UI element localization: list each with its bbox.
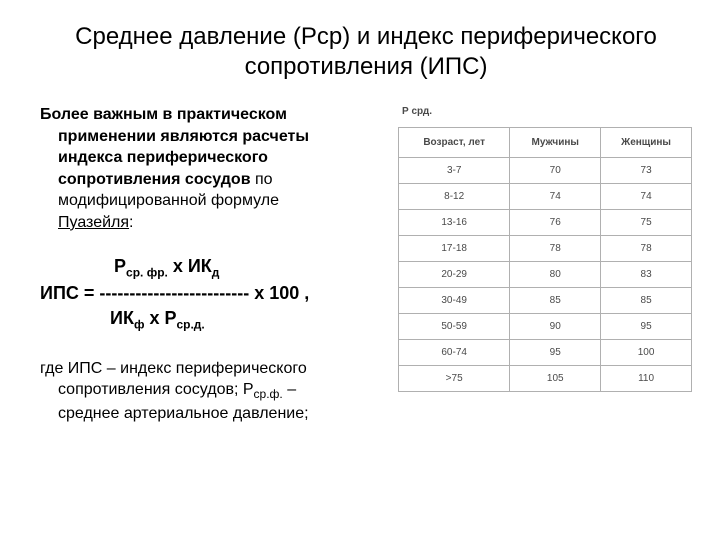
p1-l4: сопротивления сосудов — [58, 171, 251, 188]
table-body: 3-77073 8-127474 13-167675 17-187878 20-… — [399, 158, 692, 392]
p1-l2: применении являются расчеты — [58, 128, 309, 145]
table-row: 13-167675 — [399, 210, 692, 236]
p1-l4b: по — [251, 171, 273, 188]
p2-l2a: сопротивления сосудов; Р — [58, 381, 254, 398]
formula: Рср. фр. х ИКд ИПС = -------------------… — [40, 256, 380, 332]
formula-denominator: ИКф х Рср.д. — [40, 308, 380, 332]
formula-numerator: Рср. фр. х ИКд — [40, 256, 380, 280]
p2-l3: среднее артериальное давление; — [58, 405, 309, 422]
formula-main: ИПС = ------------------------- х 100 , — [40, 283, 380, 304]
p1-l3: индекса периферического — [58, 149, 268, 166]
table-row: 20-298083 — [399, 262, 692, 288]
table-row: >75105110 — [399, 366, 692, 392]
table-row: 30-498585 — [399, 288, 692, 314]
p1-l5: модифицированной формуле — [58, 192, 279, 209]
table-caption: Р срд. — [402, 106, 692, 117]
legend-paragraph: где ИПС – индекс периферического сопроти… — [40, 358, 380, 425]
p2-l2sub: ср.ф. — [254, 388, 283, 402]
table-row: 3-77073 — [399, 158, 692, 184]
p1-l6b: : — [129, 214, 133, 231]
p2-l2b: – — [283, 381, 296, 398]
table-row: 8-127474 — [399, 184, 692, 210]
table-row: 17-187878 — [399, 236, 692, 262]
p2-l1: где ИПС – индекс периферического — [40, 360, 307, 377]
p1-l6: Пуазейля — [58, 214, 129, 231]
intro-paragraph: Более важным в практическом применении я… — [40, 104, 380, 234]
text-column: Более важным в практическом применении я… — [40, 104, 380, 424]
table-column: Р срд. Возраст, лет Мужчины Женщины 3-77… — [398, 104, 692, 424]
col-men: Мужчины — [510, 128, 601, 158]
slide: Среднее давление (Рср) и индекс перифери… — [0, 0, 720, 540]
content-row: Более важным в практическом применении я… — [40, 104, 692, 424]
col-women: Женщины — [601, 128, 692, 158]
table-row: 50-599095 — [399, 314, 692, 340]
table-header-row: Возраст, лет Мужчины Женщины — [399, 128, 692, 158]
slide-title: Среднее давление (Рср) и индекс перифери… — [40, 22, 692, 82]
p1-l1: Более важным в практическом — [40, 106, 287, 123]
col-age: Возраст, лет — [399, 128, 510, 158]
reference-table: Возраст, лет Мужчины Женщины 3-77073 8-1… — [398, 127, 692, 392]
table-row: 60-7495100 — [399, 340, 692, 366]
